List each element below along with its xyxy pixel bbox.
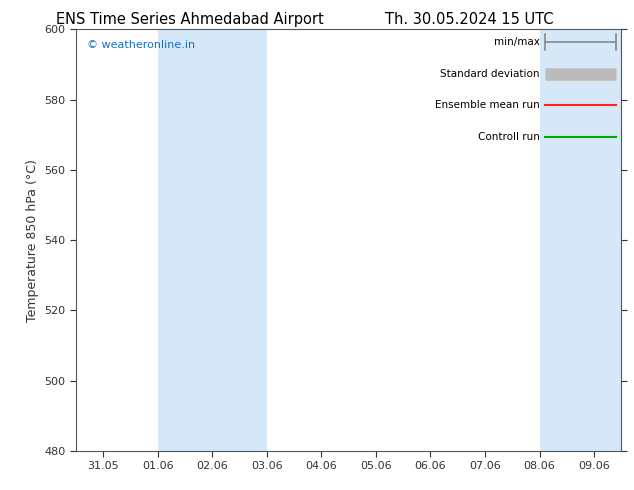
Text: Standard deviation: Standard deviation bbox=[440, 69, 540, 79]
Bar bbox=[540, 29, 621, 451]
Text: min/max: min/max bbox=[494, 37, 540, 47]
Text: © weatheronline.in: © weatheronline.in bbox=[87, 40, 195, 50]
Y-axis label: Temperature 850 hPa (°C): Temperature 850 hPa (°C) bbox=[26, 159, 39, 321]
Text: Ensemble mean run: Ensemble mean run bbox=[435, 100, 540, 110]
Text: Controll run: Controll run bbox=[477, 132, 540, 142]
Text: Th. 30.05.2024 15 UTC: Th. 30.05.2024 15 UTC bbox=[385, 12, 553, 27]
Text: ENS Time Series Ahmedabad Airport: ENS Time Series Ahmedabad Airport bbox=[56, 12, 324, 27]
Bar bbox=[158, 29, 267, 451]
